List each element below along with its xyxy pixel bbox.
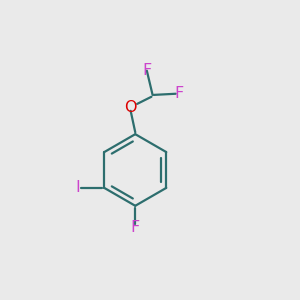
Text: F: F	[130, 220, 140, 235]
Text: F: F	[175, 86, 184, 101]
Text: I: I	[75, 180, 80, 195]
Text: F: F	[142, 63, 152, 78]
Text: O: O	[124, 100, 137, 115]
